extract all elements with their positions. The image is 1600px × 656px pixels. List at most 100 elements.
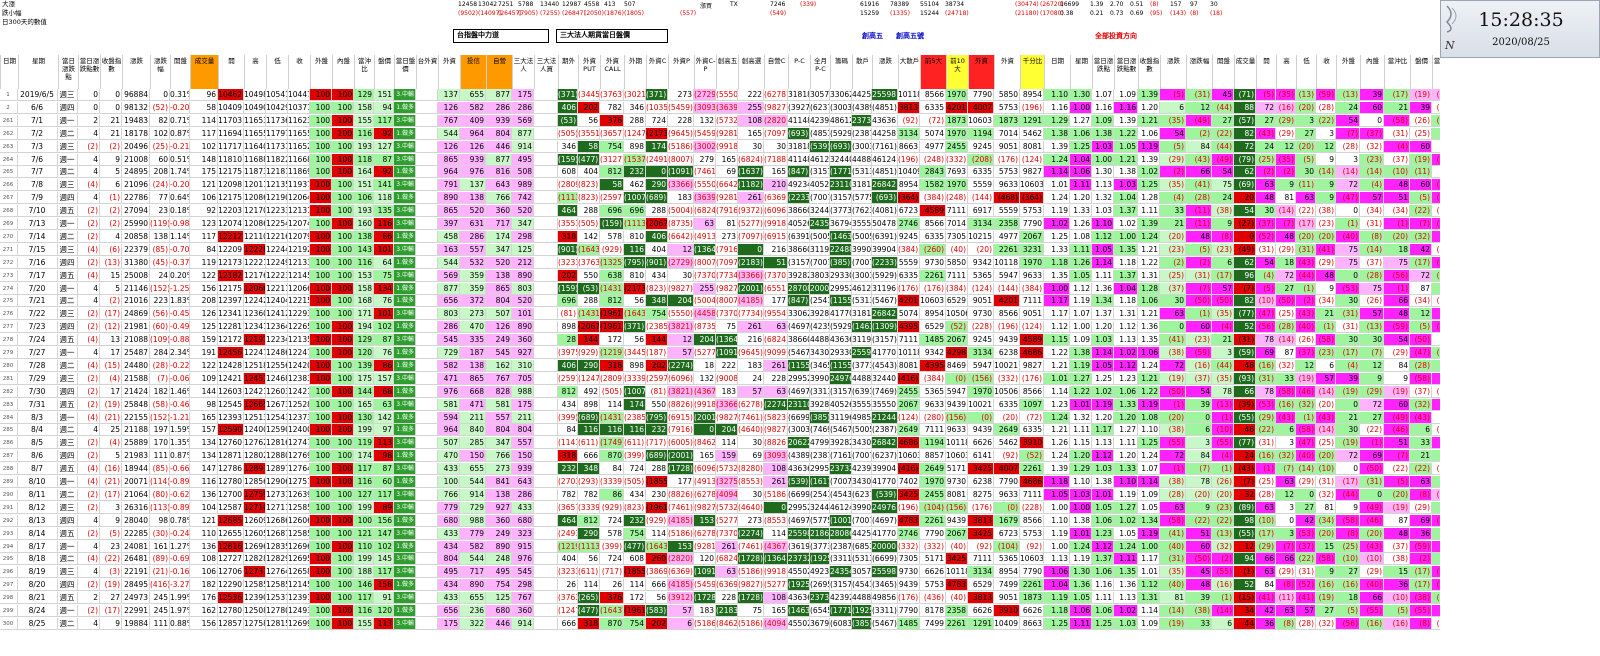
table-cell[interactable]: 2649 [920,463,946,476]
table-cell[interactable]: 75 [738,605,764,617]
table-cell[interactable]: 100 [332,385,354,398]
table-cell[interactable]: (187) [646,347,668,359]
table-cell[interactable]: 8954 [920,308,946,321]
table-cell[interactable]: 1.24 [1044,450,1070,463]
table-cell[interactable]: (1) [1296,411,1316,424]
table-cell[interactable]: -0.21% [170,140,190,153]
table-cell[interactable]: 100 [310,501,332,514]
table-cell[interactable]: 1.32 [1070,411,1092,424]
table-cell[interactable]: (14) [1276,334,1296,347]
table-cell[interactable] [416,488,438,501]
table-cell[interactable]: (3157) [788,256,810,269]
table-row[interactable]: 2858/4週二425211881971.59%1571259012400125… [0,424,1454,437]
table-cell[interactable]: (5550) [668,308,694,321]
table-cell[interactable]: (17) [1256,527,1276,540]
table-cell[interactable]: (4543) [830,488,852,501]
table-cell[interactable] [416,127,438,140]
table-cell[interactable]: 12585 [288,527,310,540]
table-cell[interactable]: 21866 [810,527,830,540]
table-cell[interactable] [534,540,558,553]
table-cell[interactable]: (9827) [668,282,694,295]
table-cell[interactable]: 12816 [218,540,244,553]
table-cell[interactable]: 100 [332,514,354,527]
table-cell[interactable]: 284 [0,411,18,424]
table-cell[interactable]: 9342 [968,256,994,269]
table-cell[interactable]: (3821) [668,321,694,334]
table-cell[interactable]: 6 [1186,424,1212,437]
table-cell[interactable]: (27) [1234,218,1256,230]
table-cell[interactable]: 60 [1384,398,1410,411]
table-cell[interactable]: 1.17 [1044,295,1070,308]
table-cell[interactable]: 130 [354,411,374,424]
table-cell[interactable]: (49) [1384,411,1410,424]
table-cell[interactable]: 1.04 [1114,282,1138,295]
table-cell[interactable]: (5467) [872,617,898,630]
table-cell[interactable]: (20) [1186,488,1212,501]
table-cell[interactable]: 31818 [788,140,810,153]
table-cell[interactable]: 12074 [288,218,310,230]
table-cell[interactable]: 8/4 [18,424,58,437]
table-cell[interactable]: 7/16 [18,256,58,269]
table-cell[interactable]: (1) [1360,437,1384,450]
table-cell[interactable]: 27094 [122,205,150,218]
table-cell[interactable]: 6/6 [18,101,58,114]
table-cell[interactable]: 12906 [266,476,288,488]
table-cell[interactable]: 7790 [1020,218,1044,230]
table-cell[interactable]: (5459) [668,101,694,114]
table-cell[interactable]: 11703 [218,114,244,127]
table-cell[interactable]: (689) [578,411,600,424]
table-cell[interactable]: 157 [374,372,394,385]
table-cell[interactable]: (5005) [852,424,872,437]
table-cell[interactable]: 125 [512,243,534,256]
table-row[interactable]: 2637/3週三(2)(2)20496(25)-0.21%10211717116… [0,140,1454,153]
table-cell[interactable]: 54 [1384,334,1410,347]
table-cell[interactable]: 27 [1296,501,1316,514]
table-cell[interactable]: 12711 [266,501,288,514]
table-cell[interactable]: 40526 [788,218,810,230]
table-cell[interactable]: (2) [1160,256,1186,269]
table-cell[interactable]: 7/23 [18,321,58,334]
table-cell[interactable]: (3093) [694,101,716,114]
table-cell[interactable]: (22) [1410,205,1432,218]
table-cell[interactable]: 63 [1256,501,1276,514]
column-header[interactable]: 外資PUT [578,55,600,89]
table-cell[interactable]: (5) [1296,153,1316,166]
table-cell[interactable]: (7097) [738,230,764,243]
table-cell[interactable]: (2809) [600,372,624,385]
table-cell[interactable] [534,114,558,127]
table-cell[interactable]: (280) [920,411,946,424]
table-cell[interactable]: 1.27 [1070,114,1092,127]
table-cell[interactable]: (23) [1160,243,1186,256]
table-cell[interactable]: 890 [512,269,534,282]
table-cell[interactable]: (28) [1296,617,1316,630]
table-cell[interactable]: (89) [150,553,170,566]
table-cell[interactable]: (59) [1316,89,1336,101]
table-cell[interactable]: 72 [1360,398,1384,411]
table-cell[interactable]: (113) [150,501,170,514]
table-cell[interactable]: 25598 [852,347,872,359]
table-cell[interactable]: 285 [460,437,486,450]
table-cell[interactable]: 12 [668,243,694,256]
table-cell[interactable]: 318 [578,617,600,630]
table-cell[interactable]: 100 [332,192,354,205]
table-cell[interactable]: (17) [1336,347,1360,359]
table-cell[interactable]: 41148 [788,153,810,166]
table-cell[interactable]: 100 [310,411,332,424]
table-cell[interactable]: 3 [1276,437,1296,450]
table-cell[interactable]: 12373 [288,411,310,424]
table-cell[interactable]: 100 [310,153,332,166]
table-cell[interactable]: 42392 [810,114,830,127]
table-cell[interactable]: 1.25 [1070,140,1092,153]
table-cell[interactable]: (385) [830,256,852,269]
table-cell[interactable]: 318 [600,359,624,372]
table-cell[interactable]: 108 [190,553,218,566]
table-cell[interactable]: 42 [1410,243,1432,256]
table-cell[interactable]: 12687 [266,527,288,540]
table-cell[interactable]: 2843 [920,166,946,179]
table-cell[interactable]: (1643) [646,540,668,553]
table-cell[interactable]: 1.19 [1070,359,1092,372]
table-cell[interactable]: (1091) [716,347,738,359]
table-cell[interactable]: 10541 [266,89,288,101]
table-cell[interactable]: 7111 [898,334,920,347]
